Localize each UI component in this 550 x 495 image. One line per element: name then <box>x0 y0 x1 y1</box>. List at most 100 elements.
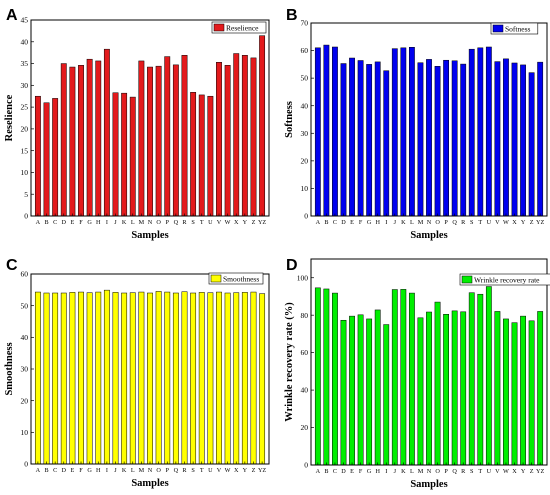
bar-p <box>443 59 450 217</box>
category-label: N <box>148 467 153 474</box>
bar-f <box>78 291 84 465</box>
panel-a: AA B C D E F G H I J K L M N O P Q R S T U V W X Y Z YZ05101520253… <box>4 7 270 241</box>
category-label: I <box>385 468 387 475</box>
y-tick-label: 0 <box>24 212 28 221</box>
bar-f <box>357 60 364 217</box>
category-label: YZ <box>258 467 266 474</box>
bar-o <box>155 291 162 465</box>
bar-g <box>366 318 373 466</box>
category-label: O <box>435 219 440 226</box>
category-label: J <box>114 219 117 226</box>
bar-q <box>451 310 458 466</box>
category-label: O <box>435 468 440 475</box>
category-label: X <box>234 219 239 226</box>
y-tick-label: 60 <box>301 348 309 357</box>
category-label: K <box>401 219 406 226</box>
bar-t <box>477 293 484 466</box>
category-label: U <box>208 219 213 226</box>
category-label: N <box>427 219 432 226</box>
panel-d: DA B C D E F G H I J K L M N O P Q R S T U V W X Y Z YZ02040608010… <box>284 257 550 490</box>
category-label: F <box>79 219 83 226</box>
bar-i <box>383 70 390 217</box>
category-label: Q <box>174 467 179 474</box>
category-label: L <box>131 219 135 226</box>
x-axis-title: Samples <box>131 478 168 489</box>
category-label: Y <box>243 219 248 226</box>
category-label: L <box>410 219 414 226</box>
y-tick-label: 35 <box>21 59 29 68</box>
category-label: V <box>217 467 222 474</box>
bar-m <box>417 62 424 217</box>
bar-a <box>314 47 321 217</box>
category-label: R <box>182 467 187 474</box>
bar-g <box>366 64 373 217</box>
y-tick-label: 70 <box>301 19 309 28</box>
bar-w <box>503 58 509 217</box>
x-axis-title: Samples <box>131 230 168 241</box>
category-label: Z <box>530 468 534 475</box>
category-label: Q <box>452 219 457 226</box>
y-tick-label: 10 <box>21 168 29 177</box>
legend: Softness <box>490 22 539 35</box>
bar-y <box>520 315 526 466</box>
bar-b <box>323 44 330 217</box>
category-label: G <box>367 468 372 475</box>
bar-a <box>34 95 41 217</box>
category-label: U <box>208 467 213 474</box>
category-label: T <box>478 468 482 475</box>
bar-d <box>60 292 67 465</box>
bar-u <box>485 46 492 217</box>
y-tick-label: 10 <box>21 428 29 437</box>
category-label: S <box>470 468 474 475</box>
bar-d <box>340 319 347 466</box>
y-tick-label: 20 <box>21 124 29 133</box>
category-label: C <box>53 219 57 226</box>
category-label: S <box>470 219 474 226</box>
category-label: J <box>394 219 397 226</box>
plot-frame <box>310 22 548 217</box>
category-label: D <box>341 468 346 475</box>
category-label: Z <box>252 467 256 474</box>
bar-o <box>434 301 441 466</box>
panel-letter: B <box>286 7 298 24</box>
bar-i <box>383 324 390 466</box>
category-label: R <box>182 219 187 226</box>
bar-k <box>121 92 128 217</box>
category-label: Y <box>521 468 526 475</box>
bar-k <box>400 289 407 466</box>
legend-swatch <box>210 274 222 283</box>
y-tick-label: 0 <box>304 461 308 470</box>
category-label: D <box>341 219 346 226</box>
y-tick-label: 80 <box>301 311 309 320</box>
category-label: Y <box>521 219 526 226</box>
category-label: F <box>359 219 363 226</box>
category-label: V <box>495 219 500 226</box>
bar-yz <box>537 311 544 466</box>
category-label: P <box>444 219 448 226</box>
bar-u <box>207 95 214 217</box>
plot-frame <box>30 273 270 465</box>
y-tick-label: 40 <box>21 37 29 46</box>
category-label: C <box>53 467 57 474</box>
category-label: A <box>316 219 321 226</box>
legend-label: Reselience <box>226 24 259 33</box>
y-tick-label: 40 <box>301 101 309 110</box>
x-axis-title: Samples <box>410 230 447 241</box>
category-label: Y <box>243 467 248 474</box>
plot-frame <box>30 19 270 217</box>
bar-x <box>233 53 240 217</box>
legend: Wrinkle recovery rate <box>459 273 550 286</box>
bar-d <box>340 63 347 217</box>
category-label: W <box>503 219 509 226</box>
category-label: Z <box>252 219 256 226</box>
legend: Reselience <box>211 21 267 34</box>
panel-c: CA B C D E F G H I J K L M N O P Q R S T U V W X Y Z YZ01020304050… <box>4 257 270 489</box>
category-label: A <box>36 467 41 474</box>
category-label: S <box>191 467 195 474</box>
category-label: YZ <box>536 468 544 475</box>
category-label: W <box>503 468 509 475</box>
category-label: K <box>122 467 127 474</box>
y-axis-title: Wrinkle recovery rate (%) <box>284 302 295 422</box>
category-label: I <box>385 219 387 226</box>
